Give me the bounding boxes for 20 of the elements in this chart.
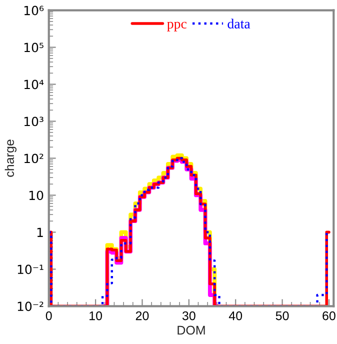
legend-label: data: [228, 18, 250, 29]
y-tick-label: 10²: [24, 154, 44, 164]
y-tick-label: 10⁶: [24, 6, 44, 16]
x-axis-title: DOM: [178, 326, 205, 335]
x-tick-label: 30: [182, 311, 196, 320]
x-tick-label: 20: [136, 311, 149, 320]
y-tick-label: 10⁴: [24, 80, 44, 90]
x-tick-label: 60: [322, 311, 336, 320]
y-tick-label: 10³: [24, 116, 44, 126]
x-tick-label: 50: [276, 311, 289, 320]
x-tick-label: 10: [90, 311, 102, 320]
y-tick-label: 10⁻¹: [18, 264, 44, 274]
x-tick-label: 40: [228, 311, 242, 320]
y-tick-label: 1: [37, 228, 43, 237]
legend-label: ppc: [167, 22, 187, 32]
y-tick-label: 10: [29, 190, 44, 200]
y-tick-label: 10⁵: [24, 42, 44, 52]
x-tick-label: 0: [46, 311, 52, 320]
y-tick-label: 10⁻²: [18, 302, 44, 312]
y-axis-title: charge: [4, 140, 16, 177]
